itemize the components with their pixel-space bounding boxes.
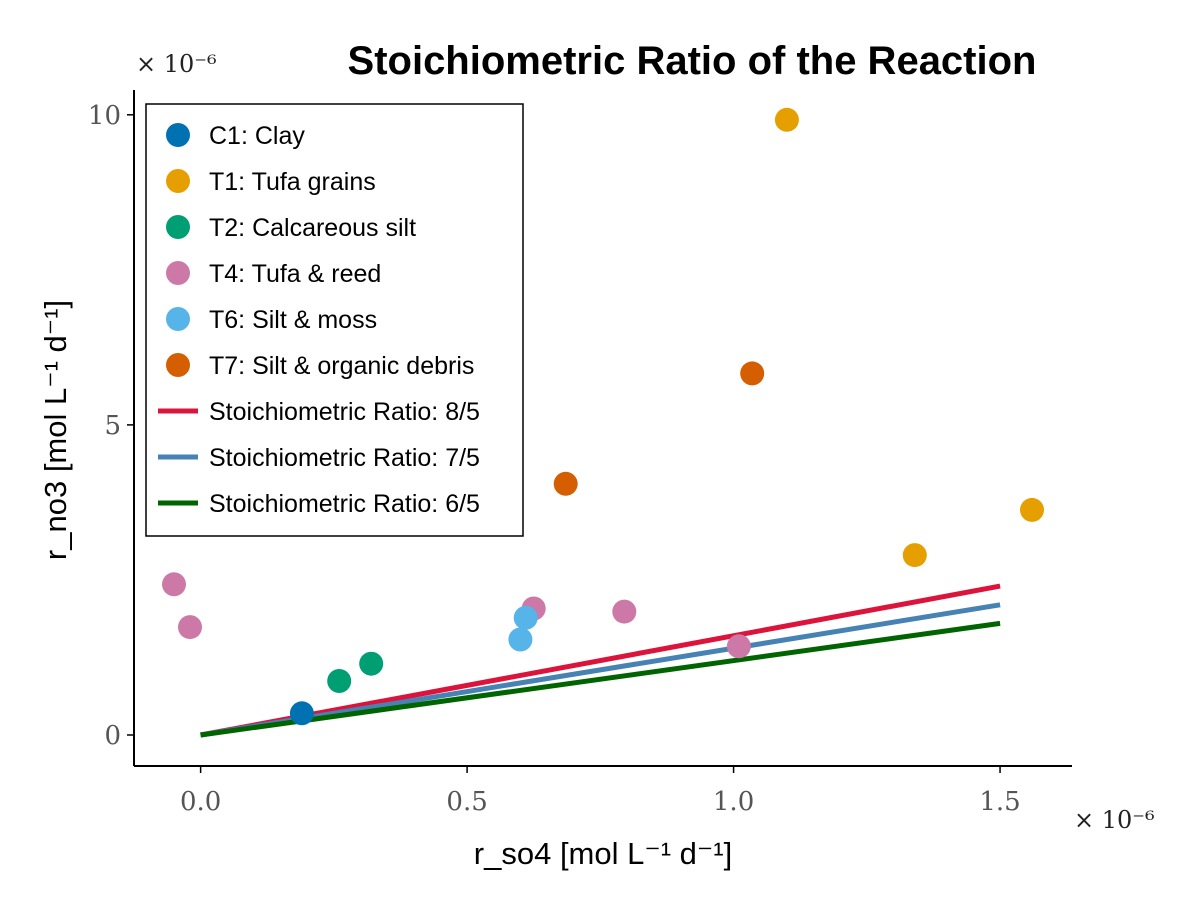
data-point-t6-silt-moss bbox=[508, 627, 533, 652]
x-tick-label: 0.5 bbox=[446, 787, 487, 817]
legend-label: T4: Tufa & reed bbox=[209, 260, 381, 288]
data-point-c1-clay bbox=[289, 701, 314, 726]
legend-marker-t6-silt-moss bbox=[166, 307, 190, 331]
legend-label: T7: Silt & organic debris bbox=[209, 352, 474, 380]
series-line-stoichiometric-ratio-6-5 bbox=[200, 620, 1001, 738]
legend-box bbox=[145, 103, 524, 537]
legend-label: C1: Clay bbox=[209, 122, 305, 150]
data-point-t4-tufa-reed bbox=[162, 572, 186, 597]
x-tick-label: 1.0 bbox=[713, 787, 754, 817]
data-point-t1-tufa-grains bbox=[902, 543, 927, 568]
legend-label: T2: Calcareous silt bbox=[209, 214, 416, 242]
data-point-t7-silt-organic-debris bbox=[740, 361, 765, 386]
legend-marker-t4-tufa-reed bbox=[166, 261, 190, 285]
legend-label: T6: Silt & moss bbox=[209, 306, 377, 334]
y-tick-label: 10 bbox=[88, 101, 121, 131]
legend-label: T1: Tufa grains bbox=[209, 168, 376, 196]
y-tick-label: 0 bbox=[104, 721, 121, 751]
legend: C1: Clay T1: Tufa grains T2: Calcareous si… bbox=[145, 103, 524, 537]
series-line-stoichiometric-ratio-7-5 bbox=[200, 602, 1001, 738]
data-point-t1-tufa-grains bbox=[1020, 497, 1044, 522]
plot-area bbox=[162, 107, 1044, 738]
x-tick-label: 1.5 bbox=[979, 787, 1020, 817]
series-line-stoichiometric-ratio-8-5 bbox=[200, 583, 1001, 738]
data-point-t2-calcareous-silt bbox=[359, 651, 384, 676]
legend-marker-t7-silt-organic-debris bbox=[166, 353, 190, 377]
x-tick-label: 0.0 bbox=[180, 787, 221, 817]
y-scale-label: × 10⁻⁶ bbox=[136, 50, 217, 78]
data-point-t4-tufa-reed bbox=[178, 615, 202, 640]
y-axis-label: r_no3 [mol L⁻¹ d⁻¹] bbox=[38, 300, 73, 560]
legend-label: Stoichiometric Ratio: 8/5 bbox=[209, 398, 480, 426]
chart-title: Stoichiometric Ratio of the Reaction bbox=[348, 39, 1037, 83]
data-point-t1-tufa-grains bbox=[774, 107, 799, 132]
data-point-t4-tufa-reed bbox=[726, 634, 751, 659]
axes: 0.0 0.5 1.0 1.5 0 5 10 bbox=[88, 90, 1072, 817]
data-point-t6-silt-moss bbox=[513, 605, 538, 630]
legend-marker-c1-clay bbox=[166, 123, 190, 147]
y-tick-label: 5 bbox=[104, 411, 121, 441]
data-point-t2-calcareous-silt bbox=[327, 669, 352, 693]
x-scale-label: × 10⁻⁶ bbox=[1074, 806, 1155, 834]
legend-marker-t1-tufa-grains bbox=[166, 169, 190, 193]
legend-label: Stoichiometric Ratio: 6/5 bbox=[209, 490, 480, 518]
legend-label: Stoichiometric Ratio: 7/5 bbox=[209, 444, 480, 472]
data-point-t7-silt-organic-debris bbox=[553, 471, 578, 496]
legend-marker-t2-calcareous-silt bbox=[166, 215, 190, 239]
data-point-t4-tufa-reed bbox=[612, 599, 637, 624]
x-axis-label: r_so4 [mol L⁻¹ d⁻¹] bbox=[474, 836, 732, 871]
